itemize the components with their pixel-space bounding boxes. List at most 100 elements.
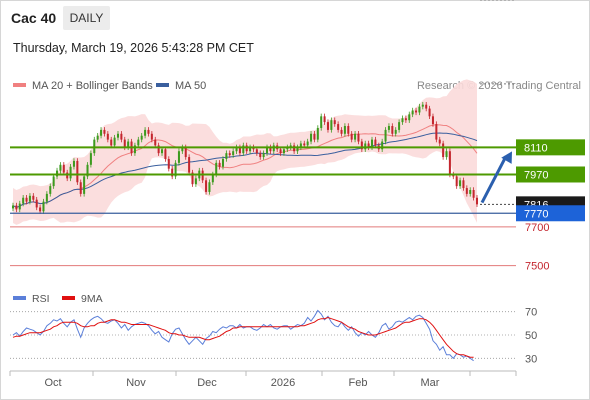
candle [425, 104, 428, 109]
candle [154, 139, 157, 146]
candle [404, 118, 407, 121]
candle [462, 180, 465, 189]
candle [381, 141, 384, 150]
candle [205, 180, 208, 192]
legend-swatch-ma20 [13, 83, 26, 88]
candle [32, 195, 35, 200]
candle [42, 201, 45, 212]
candle [438, 139, 441, 144]
candle [337, 124, 340, 130]
resistance-tag [516, 139, 585, 156]
moving-average-layer [12, 124, 478, 208]
candle [218, 162, 221, 167]
candle [357, 133, 360, 142]
candle [228, 153, 231, 156]
candle [150, 133, 153, 140]
timestamp: Thursday, March 19, 2026 5:43:28 PM CET [13, 41, 254, 55]
legend-item-ma50: MA 50 [156, 80, 206, 92]
price-levels-layer: 811079707816777077007500 [10, 83, 585, 273]
candle [147, 129, 150, 134]
candle [387, 126, 390, 130]
legend-item-ma20: MA 20 + Bollinger Bands [13, 80, 153, 92]
candle [100, 129, 103, 136]
candle [306, 141, 309, 146]
candle [418, 106, 421, 113]
candle [157, 145, 160, 154]
rsi-line [12, 309, 474, 362]
candle [401, 118, 404, 123]
candle [167, 158, 170, 169]
candle [469, 190, 472, 194]
x-axis-label: Nov [126, 377, 146, 389]
candle [25, 197, 28, 202]
candle [72, 160, 75, 167]
candle [282, 149, 285, 154]
x-axis-label: Mar [421, 377, 440, 389]
x-axis-layer: Oct Nov Dec 2026 Feb Mar [9, 370, 517, 389]
candle [415, 110, 418, 113]
candle [354, 133, 357, 140]
candle [411, 110, 414, 115]
candle [428, 108, 431, 117]
legend-swatch-rsi [13, 296, 26, 301]
candle [215, 162, 218, 175]
candle [161, 149, 164, 154]
legend-swatch-ma50 [156, 83, 169, 88]
candle [421, 104, 424, 107]
current-level-label: 7770 [524, 208, 548, 220]
candle [235, 147, 238, 152]
candle [123, 139, 126, 148]
candle [394, 129, 397, 134]
legend-label-rsi: RSI [32, 293, 50, 305]
legend-swatch-9ma [62, 296, 75, 301]
candle [11, 205, 15, 209]
candle [171, 168, 174, 177]
support-label: 7700 [525, 222, 549, 234]
candle [96, 135, 99, 140]
candle [296, 147, 299, 152]
x-axis-label: Feb [349, 377, 368, 389]
candle [350, 133, 353, 140]
candle [177, 151, 180, 163]
candle [106, 133, 109, 140]
candle [140, 135, 143, 140]
candle [347, 126, 350, 134]
candle [76, 160, 79, 183]
legend-label-9ma: 9MA [81, 293, 103, 305]
candle [343, 126, 346, 134]
candle [52, 176, 55, 187]
candle [448, 151, 451, 175]
candle [59, 164, 62, 171]
candle [374, 139, 377, 146]
candle [360, 141, 363, 150]
candle [242, 145, 245, 154]
rsi-layer: 70 50 30 [10, 0, 537, 365]
ma20-line [12, 124, 478, 208]
candle [89, 153, 92, 165]
candle [184, 147, 187, 158]
candle [103, 129, 106, 134]
candle [313, 133, 316, 140]
candle [86, 164, 89, 177]
candle [49, 186, 52, 194]
candle [191, 172, 194, 185]
rsi-tick-label: 70 [525, 307, 537, 319]
period-tab-daily[interactable]: DAILY [63, 6, 110, 30]
candle [188, 157, 191, 173]
resistance-label: 7970 [524, 169, 548, 181]
candle [262, 153, 265, 158]
x-axis-label: Oct [44, 377, 61, 389]
candle [120, 133, 123, 140]
candle [472, 190, 475, 198]
candle [62, 164, 65, 173]
candle [465, 188, 468, 194]
x-axis-label: 2026 [271, 377, 295, 389]
candle [255, 149, 258, 154]
candle [83, 176, 86, 194]
candle [459, 180, 462, 187]
candle [110, 139, 113, 146]
candle [445, 151, 448, 158]
support-label: 7500 [525, 261, 549, 273]
legend-item-9ma: 9MA [62, 293, 103, 305]
